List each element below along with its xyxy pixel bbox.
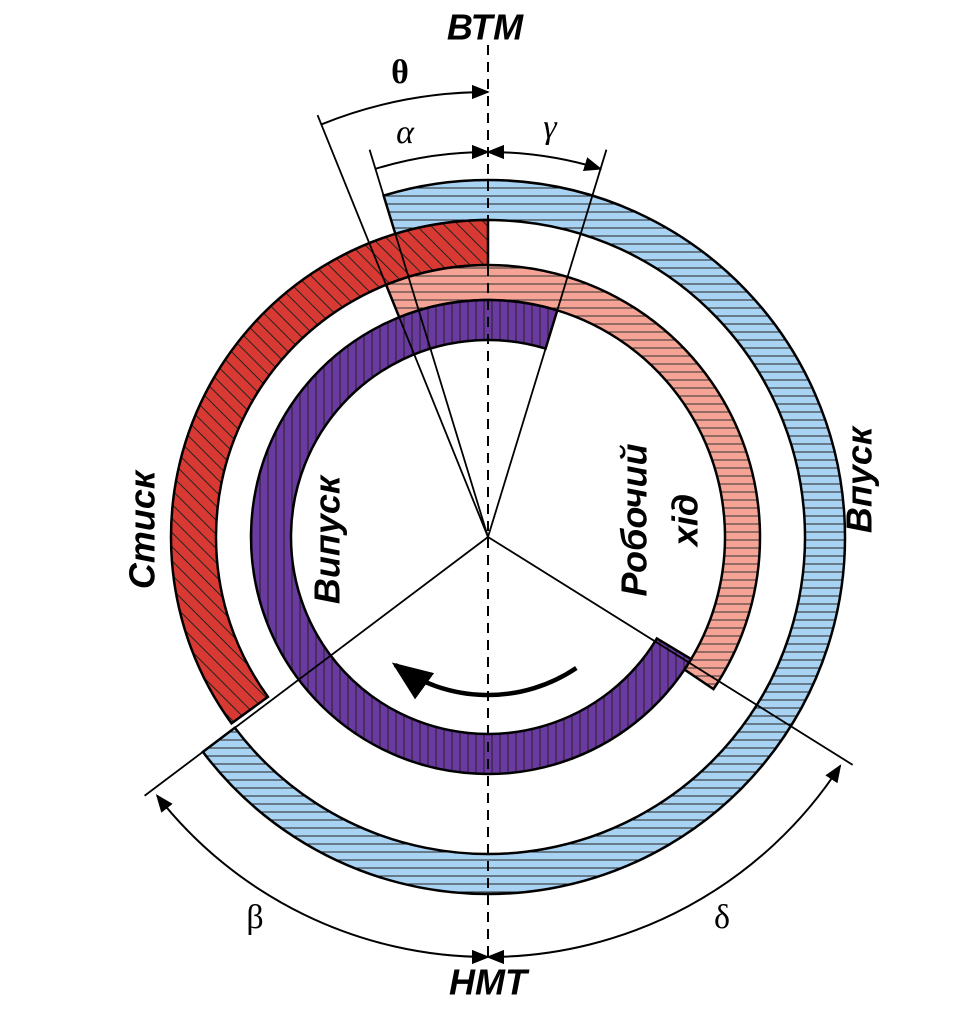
- beta-label: β: [246, 899, 263, 936]
- power-label: хід: [665, 494, 706, 548]
- exhaust-label: Випуск: [307, 474, 348, 604]
- rotation-arrow: [391, 662, 578, 700]
- angle-line: [487, 536, 854, 766]
- gamma-arc: [486, 144, 603, 171]
- bdc-label: НМТ: [449, 962, 530, 1003]
- alpha-arc: [375, 144, 490, 170]
- intake-ring: [201, 178, 847, 896]
- theta-arc: [320, 84, 490, 126]
- delta-arc: [486, 764, 842, 965]
- power-label: Робочий: [614, 444, 655, 597]
- angle-line: [487, 149, 608, 538]
- exhaust-ring: [249, 298, 693, 776]
- delta-label: δ: [714, 899, 730, 936]
- compression-label: Стиск: [122, 469, 163, 589]
- tdc-label: ВТМ: [447, 7, 524, 48]
- angle-line: [144, 536, 489, 797]
- theta-label: θ: [391, 54, 409, 91]
- alpha-label: α: [396, 114, 415, 151]
- angle-line: [316, 114, 489, 538]
- beta-arc: [155, 794, 490, 965]
- angle-line: [368, 149, 489, 538]
- gamma-label: γ: [543, 109, 558, 146]
- rings: [169, 178, 847, 896]
- power-ring: [384, 263, 762, 691]
- intake-label: Впуск: [839, 425, 880, 533]
- angle-lines: [144, 84, 854, 965]
